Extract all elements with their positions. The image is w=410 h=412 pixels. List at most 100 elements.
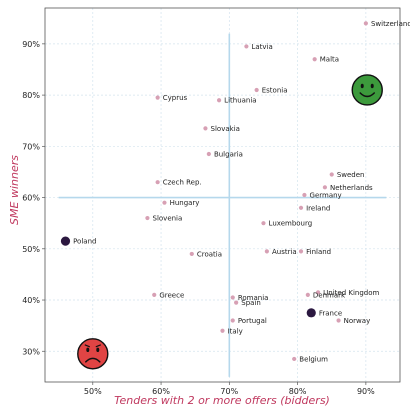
- y-tick-label: 30%: [22, 347, 40, 356]
- point-label: Finland: [306, 248, 331, 256]
- data-point: France: [306, 308, 342, 318]
- y-tick-label: 80%: [22, 91, 40, 100]
- point-label: Germany: [310, 192, 342, 200]
- point-marker: [305, 292, 310, 298]
- point-marker: [336, 318, 341, 323]
- point-marker: [315, 290, 321, 295]
- point-marker: [254, 87, 259, 93]
- face-eye: [360, 83, 364, 89]
- axis-ticks: 50% 60% 70% 80% 90% 30% 40% 50% 60% 70% 80% 90%: [22, 40, 375, 396]
- data-point: Greece: [152, 291, 184, 299]
- point-label: Denmark: [313, 291, 346, 299]
- point-marker: [220, 328, 225, 333]
- point-marker: [298, 249, 304, 254]
- data-point: Ireland: [298, 204, 330, 212]
- data-point: Croatia: [189, 250, 222, 258]
- face-mouth: [85, 357, 101, 363]
- data-point: Slovakia: [203, 125, 240, 133]
- y-tick-label: 90%: [22, 40, 40, 49]
- point-label: Switzerland: [371, 20, 410, 28]
- data-point: Finland: [298, 248, 331, 256]
- point-label: Spain: [241, 299, 261, 307]
- point-label: Czech Rep.: [163, 179, 202, 187]
- point-marker: [292, 356, 297, 362]
- point-marker: [298, 205, 304, 210]
- point-marker: [189, 251, 194, 257]
- point-label: Romania: [238, 294, 269, 302]
- point-marker: [206, 151, 211, 157]
- point-label: Croatia: [197, 250, 222, 258]
- point-label: Hungary: [170, 199, 200, 207]
- data-point: Malta: [312, 56, 339, 64]
- point-marker: [329, 172, 334, 177]
- data-point: Spain: [234, 299, 261, 307]
- data-point: Belgium: [292, 355, 328, 363]
- x-axis-title: Tenders with 2 or more offers (bidders): [114, 394, 330, 407]
- reference-lines: [58, 33, 387, 377]
- point-marker: [234, 300, 239, 305]
- point-label: Greece: [159, 291, 184, 299]
- point-marker: [261, 221, 266, 226]
- data-point: Netherlands: [322, 184, 373, 192]
- x-tick-label: 50%: [84, 387, 102, 396]
- point-label: Lithuania: [224, 97, 256, 105]
- data-point: Italy: [220, 327, 243, 335]
- point-marker: [264, 249, 269, 254]
- face-brow: [84, 344, 90, 348]
- data-point: Portugal: [230, 317, 267, 325]
- face-brow: [95, 344, 101, 348]
- point-label: Belgium: [299, 355, 328, 363]
- point-marker: [230, 295, 235, 300]
- data-point: Hungary: [162, 199, 199, 207]
- point-label: Slovenia: [153, 215, 183, 223]
- point-marker: [312, 57, 317, 62]
- point-label: Norway: [344, 317, 371, 325]
- y-tick-label: 60%: [22, 194, 40, 203]
- point-label: Cyprus: [163, 94, 188, 102]
- point-label: Luxembourg: [269, 220, 313, 228]
- point-marker: [155, 95, 160, 100]
- data-point: United Kingdom: [315, 289, 380, 297]
- data-point: Poland: [60, 236, 96, 246]
- point-label: Slovakia: [211, 125, 240, 133]
- point-label: Portugal: [238, 317, 267, 325]
- face-eye: [86, 347, 90, 353]
- data-point: Switzerland: [363, 20, 410, 28]
- data-point: Estonia: [254, 86, 288, 94]
- grid-lines: [45, 8, 400, 382]
- happy-face-icon: [351, 74, 383, 106]
- y-tick-label: 40%: [22, 296, 40, 305]
- x-tick-label: 80%: [289, 387, 307, 396]
- point-marker: [216, 98, 222, 103]
- face-markers: [77, 74, 383, 370]
- point-marker: [322, 185, 328, 190]
- point-marker: [145, 215, 150, 221]
- x-tick-label: 90%: [357, 387, 375, 396]
- point-marker: [155, 180, 160, 185]
- point-label: Bulgaria: [214, 151, 243, 159]
- data-point: Slovenia: [145, 215, 182, 223]
- point-marker: [60, 236, 71, 246]
- sad-face-icon: [77, 338, 109, 370]
- data-points: Switzerland Latvia Malta Estonia Cyprus Lithu…: [60, 20, 410, 363]
- point-label: Estonia: [262, 86, 288, 94]
- y-tick-label: 50%: [22, 245, 40, 254]
- point-label: Ireland: [306, 204, 330, 212]
- x-tick-label: 60%: [152, 387, 170, 396]
- point-label: Austria: [272, 248, 297, 256]
- point-label: Poland: [73, 238, 96, 246]
- point-marker: [162, 200, 167, 205]
- face-eye: [96, 347, 100, 353]
- face-mouth: [359, 92, 375, 98]
- point-marker: [363, 21, 368, 26]
- point-marker: [306, 308, 316, 318]
- plot-frame: [44, 7, 401, 383]
- data-point: Romania: [230, 294, 269, 302]
- point-label: United Kingdom: [323, 289, 379, 297]
- y-tick-label: 70%: [22, 142, 40, 151]
- face-circle: [77, 338, 109, 370]
- point-marker: [230, 318, 235, 323]
- y-axis-title: SME winners: [8, 155, 21, 225]
- point-marker: [152, 292, 157, 298]
